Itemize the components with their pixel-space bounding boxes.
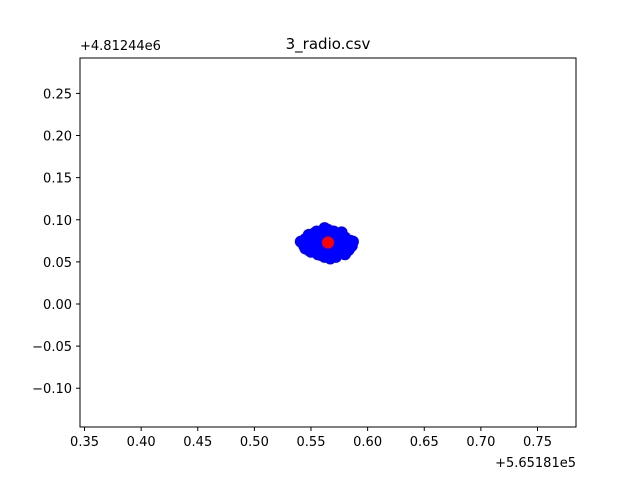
plot-frame <box>79 57 577 428</box>
y-tick-label: 0.00 <box>43 298 72 313</box>
y-tick-label: 0.05 <box>43 256 72 271</box>
y-tick-label: 0.20 <box>43 130 72 145</box>
data-point <box>343 242 356 255</box>
x-tick-label: 0.70 <box>466 435 495 450</box>
x-tick-label: 0.35 <box>70 435 99 450</box>
data-point <box>302 244 315 257</box>
x-tick-label: 0.55 <box>297 435 326 450</box>
y-tick-label: −0.05 <box>32 340 72 355</box>
data-point <box>322 223 334 236</box>
x-offset-label: +5.65181e5 <box>495 456 576 471</box>
highlight-point <box>322 236 334 249</box>
plot-area: 0.35 0.40 0.45 0.50 0.55 0.60 0.65 0.70 0.75 −0.1… <box>32 57 577 450</box>
x-tick-label: 0.50 <box>240 435 269 450</box>
data-point <box>333 247 346 260</box>
chart-title: 3_radio.csv <box>286 35 371 54</box>
x-tick-label: 0.40 <box>127 435 156 450</box>
y-tick-label: −0.10 <box>32 382 72 397</box>
x-tick-label: 0.75 <box>523 435 552 450</box>
y-offset-label: +4.81244e6 <box>80 39 161 54</box>
data-point <box>324 252 337 265</box>
y-tick-label: 0.15 <box>43 172 72 187</box>
y-tick-label: 0.10 <box>43 214 72 229</box>
y-tick-label: 0.25 <box>43 87 72 102</box>
x-tick-label: 0.65 <box>410 435 439 450</box>
x-tick-label: 0.45 <box>183 435 212 450</box>
data-point <box>308 227 321 240</box>
x-tick-label: 0.60 <box>353 435 382 450</box>
data-point <box>335 226 348 239</box>
data-point <box>315 249 328 262</box>
